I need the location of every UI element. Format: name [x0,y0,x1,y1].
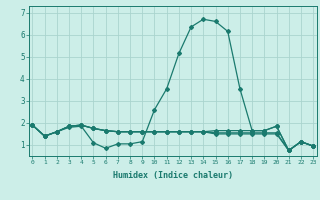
X-axis label: Humidex (Indice chaleur): Humidex (Indice chaleur) [113,171,233,180]
